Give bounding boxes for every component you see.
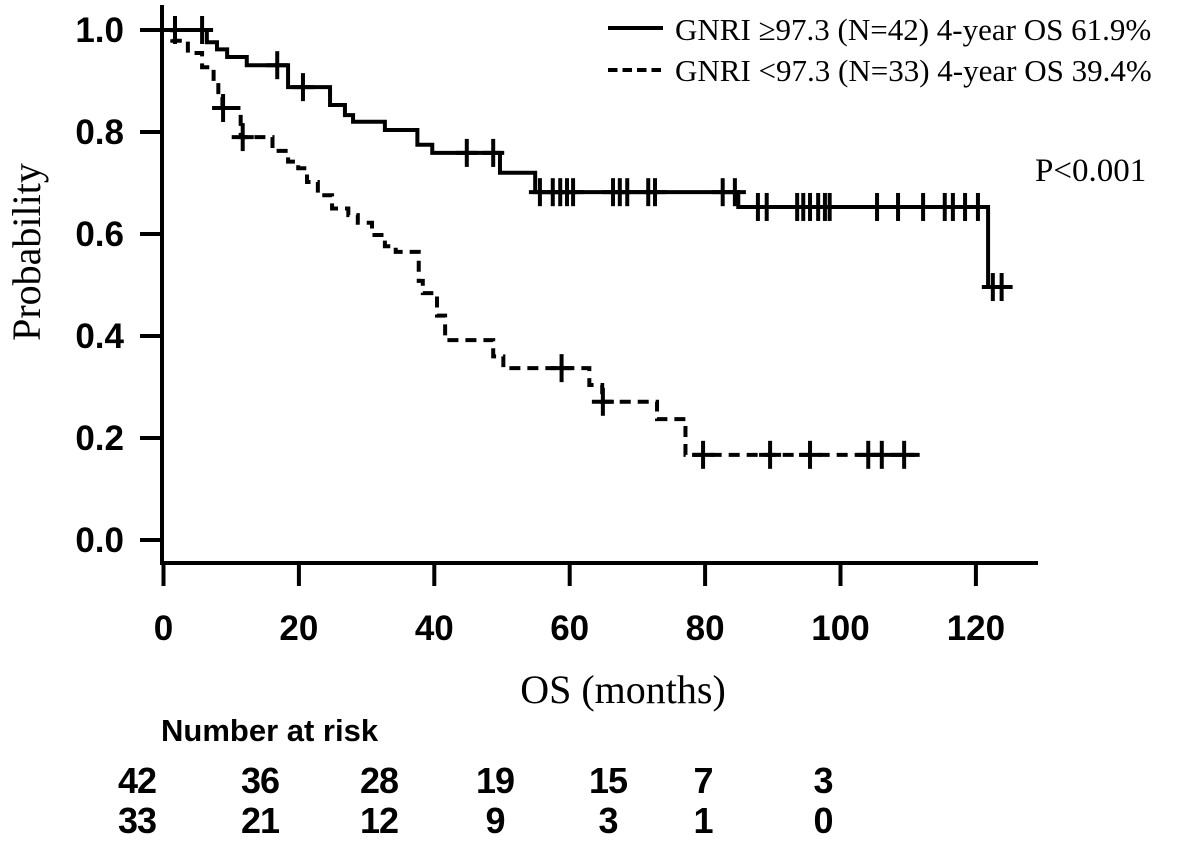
- p-value-annotation: P<0.001: [1035, 153, 1146, 189]
- censor-mark: [759, 440, 782, 469]
- y-tick-label-0.0: 0.0: [75, 521, 124, 560]
- y-tick-label-1.0: 1.0: [75, 11, 124, 50]
- y-tick-label-0.6: 0.6: [75, 215, 124, 254]
- censor-mark: [723, 178, 746, 207]
- at-risk-row1-t80: 15: [589, 760, 628, 801]
- censor-mark: [692, 440, 715, 469]
- at-risk-row1-t60: 19: [476, 760, 514, 801]
- censor-mark: [616, 178, 639, 207]
- dashed-survival-curve: [163, 28, 920, 457]
- number-at-risk-table: 42 36 28 19 15 7 333 21 12 9 3 1 0: [118, 760, 834, 841]
- censor-mark: [164, 16, 187, 44]
- at-risk-row2-t100: 1: [693, 800, 713, 841]
- legend-entry-low-gnri: GNRI <97.3 (N=33) 4-year OS 39.4%: [675, 53, 1152, 88]
- axes: 1.0 0.8 0.6 0.4 0.2 0.0 0 20 40 60 80 100 120: [75, 5, 1038, 648]
- censor-mark: [818, 192, 841, 221]
- censor-mark: [291, 73, 314, 102]
- censor-mark: [966, 192, 989, 221]
- censor-mark: [912, 192, 935, 221]
- censor-mark: [887, 192, 910, 221]
- x-tick-label-0: 0: [154, 609, 173, 648]
- censor-mark: [550, 354, 573, 383]
- at-risk-row2-t20: 21: [241, 800, 280, 841]
- x-tick-label-40: 40: [415, 609, 454, 648]
- censor-mark: [755, 192, 778, 221]
- at-risk-row1-t40: 28: [360, 760, 398, 801]
- at-risk-row1-t100: 7: [693, 760, 712, 801]
- censor-mark: [893, 440, 916, 469]
- survival-curves: [163, 28, 1012, 457]
- y-axis-ticks: 1.0 0.8 0.6 0.4 0.2 0.0: [75, 11, 162, 560]
- censor-mark: [990, 273, 1013, 302]
- y-tick-label-0.2: 0.2: [75, 419, 124, 458]
- censor-mark: [191, 16, 214, 44]
- at-risk-row1-t0: 42: [118, 760, 156, 801]
- solid-survival-curve: [163, 28, 1012, 290]
- at-risk-row1-t20: 36: [241, 760, 279, 801]
- censor-mark: [799, 440, 822, 469]
- y-axis-label: Probability: [4, 163, 49, 341]
- at-risk-row1-t120: 3: [813, 760, 832, 801]
- x-tick-label-100: 100: [811, 609, 869, 648]
- x-tick-label-20: 20: [279, 609, 318, 648]
- number-at-risk-label: Number at risk: [161, 713, 379, 748]
- censor-mark: [266, 51, 289, 80]
- censor-mark: [591, 387, 614, 416]
- at-risk-row2-t40: 12: [360, 800, 398, 841]
- at-risk-row2-t120: 0: [813, 800, 832, 841]
- y-tick-label-0.4: 0.4: [75, 317, 124, 356]
- legend-entry-high-gnri: GNRI ≥97.3 (N=42) 4-year OS 61.9%: [675, 12, 1151, 47]
- y-tick-label-0.8: 0.8: [75, 113, 124, 152]
- legend: GNRI ≥97.3 (N=42) 4-year OS 61.9% GNRI <…: [608, 12, 1152, 88]
- censor-mark: [866, 192, 889, 221]
- censor-mark: [870, 440, 893, 469]
- x-tick-label-80: 80: [686, 609, 725, 648]
- censor-mark: [644, 178, 667, 207]
- censor-mark: [482, 138, 505, 167]
- x-tick-label-120: 120: [947, 609, 1005, 648]
- x-axis-label: OS (months): [520, 667, 726, 712]
- censor-mark: [562, 178, 585, 207]
- at-risk-row2-t0: 33: [118, 800, 156, 841]
- at-risk-row2-t80: 3: [598, 800, 617, 841]
- censor-marks: [164, 16, 1013, 469]
- censor-mark: [455, 138, 478, 167]
- x-tick-label-60: 60: [550, 609, 589, 648]
- censor-mark: [212, 94, 235, 123]
- x-axis-ticks: 0 20 40 60 80 100 120: [154, 563, 1005, 648]
- at-risk-row2-t60: 9: [485, 800, 504, 841]
- censor-mark: [231, 123, 254, 152]
